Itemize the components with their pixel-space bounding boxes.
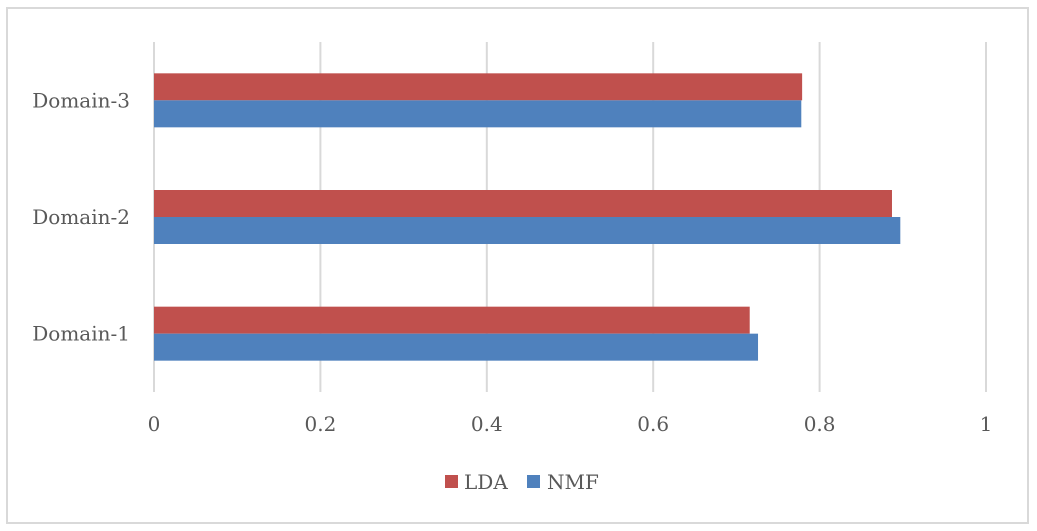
bars <box>154 73 901 361</box>
y-category-label: Domain-3 <box>32 88 130 112</box>
bar-lda-domain-2 <box>154 190 892 217</box>
x-tick-label: 0.6 <box>637 412 669 436</box>
y-category-label: Domain-2 <box>32 205 130 229</box>
legend-label-lda: LDA <box>464 470 508 494</box>
legend: LDA NMF <box>445 470 599 494</box>
bar-lda-domain-3 <box>154 73 803 101</box>
y-axis-categories: Domain-1 Domain-2 Domain-3 <box>32 88 130 345</box>
bar-nmf-domain-1 <box>154 333 759 361</box>
bar-lda-domain-1 <box>154 306 750 334</box>
bar-nmf-domain-2 <box>154 217 901 244</box>
x-tick-label: 0.8 <box>804 412 836 436</box>
legend-label-nmf: NMF <box>547 470 599 494</box>
x-tick-label: 0 <box>148 412 161 436</box>
legend-swatch-lda <box>445 475 458 488</box>
x-tick-label: 0.4 <box>471 412 503 436</box>
legend-swatch-nmf <box>527 475 540 488</box>
bar-nmf-domain-3 <box>154 100 802 128</box>
x-tick-label: 1 <box>980 412 993 436</box>
x-axis-ticks: 0 0.2 0.4 0.6 0.8 1 <box>148 412 993 436</box>
y-category-label: Domain-1 <box>32 322 130 346</box>
x-tick-label: 0.2 <box>304 412 336 436</box>
